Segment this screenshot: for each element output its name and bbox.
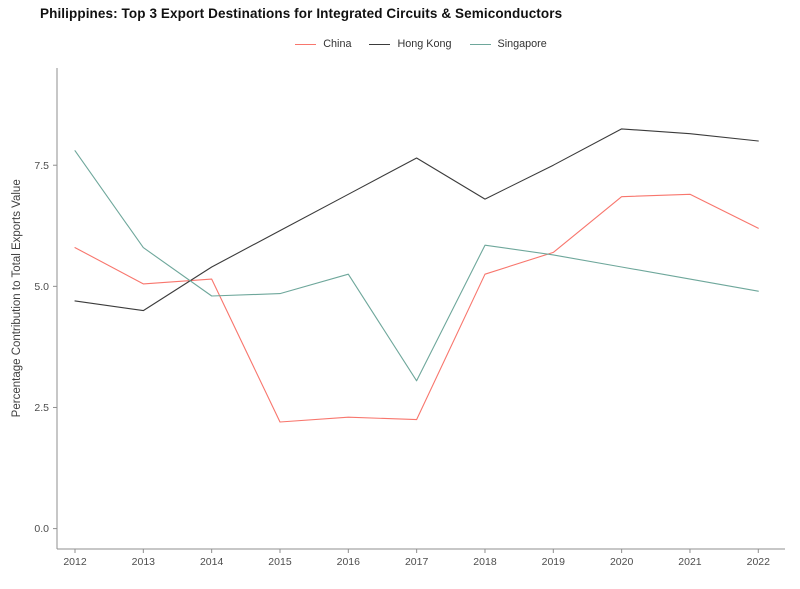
x-tick-label: 2022 xyxy=(747,556,771,568)
y-tick-label: 7.5 xyxy=(34,160,49,172)
x-tick-label: 2016 xyxy=(337,556,361,568)
y-tick-label: 2.5 xyxy=(34,402,49,414)
legend-swatch-line xyxy=(295,43,317,45)
x-tick-label: 2018 xyxy=(473,556,497,568)
y-axis-title: Percentage Contribution to Total Exports… xyxy=(11,179,23,417)
series-line-china xyxy=(74,193,759,423)
legend-label: China xyxy=(323,38,352,50)
series-line-singapore xyxy=(74,150,759,382)
x-tick-label: 2015 xyxy=(268,556,292,568)
legend-item-singapore: Singapore xyxy=(469,38,547,50)
x-tick-label: 2017 xyxy=(405,556,429,568)
x-tick-label: 2013 xyxy=(132,556,156,568)
x-tick-label: 2020 xyxy=(610,556,634,568)
series-line-hong-kong xyxy=(74,128,759,312)
legend-item-hong-kong: Hong Kong xyxy=(369,38,452,50)
x-tick-label: 2014 xyxy=(200,556,224,568)
legend-swatch-line xyxy=(369,43,391,45)
x-tick-label: 2012 xyxy=(63,556,87,568)
legend-label: Singapore xyxy=(497,38,547,50)
legend-item-china: China xyxy=(295,38,351,50)
legend: China Hong Kong Singapore xyxy=(57,38,785,50)
chart-title: Philippines: Top 3 Export Destinations f… xyxy=(40,6,563,21)
legend-swatch-line xyxy=(469,43,491,45)
y-tick-label: 0.0 xyxy=(34,523,49,535)
x-tick-label: 2021 xyxy=(678,556,702,568)
y-tick-label: 5.0 xyxy=(34,281,49,293)
x-tick-label: 2019 xyxy=(542,556,566,568)
legend-label: Hong Kong xyxy=(397,38,452,50)
